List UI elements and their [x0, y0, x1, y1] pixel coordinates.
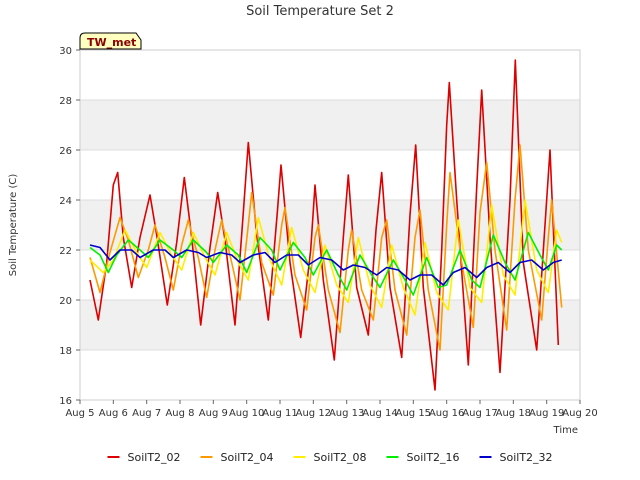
grid-band	[80, 50, 580, 100]
x-tick-label: Aug 11	[262, 408, 297, 419]
series-line-SoilT2_02	[89, 59, 560, 391]
legend-label: SoilT2_08	[314, 451, 367, 464]
x-tick-label: Aug 19	[529, 408, 564, 419]
grid-band	[80, 350, 580, 400]
badge-shape	[79, 32, 142, 50]
y-tick-label: 20	[59, 296, 72, 307]
x-tick-label: Aug 18	[496, 408, 531, 419]
series-line-SoilT2_16	[89, 231, 563, 296]
y-tick-label: 18	[59, 346, 72, 357]
x-tick-label: Aug 14	[362, 408, 397, 419]
y-tick-label: 16	[59, 396, 72, 407]
legend-label: SoilT2_02	[128, 451, 181, 464]
y-tick-label: 24	[59, 196, 72, 207]
x-tick-label: Aug 12	[296, 408, 331, 419]
legend-label: SoilT2_04	[221, 451, 274, 464]
x-tick-label: Aug 20	[562, 408, 597, 419]
x-tick-label: Aug 7	[132, 408, 161, 419]
x-tick-label: Aug 15	[396, 408, 431, 419]
x-tick-label: Aug 8	[165, 408, 194, 419]
grid-band	[80, 100, 580, 150]
y-tick-label: 30	[59, 46, 72, 57]
series-line-SoilT2_04	[89, 144, 563, 351]
y-axis: 16 18 20 22 24 26 28 30	[59, 46, 80, 407]
y-tick-label: 22	[59, 246, 72, 257]
x-tick-label: Aug 13	[329, 408, 364, 419]
x-tick-label: Aug 17	[462, 408, 497, 419]
legend-label: SoilT2_32	[500, 451, 553, 464]
station-badge: TW_met	[79, 32, 142, 50]
x-tick-label: Aug 9	[199, 408, 228, 419]
y-tick-label: 26	[59, 146, 72, 157]
x-tick-label: Aug 5	[65, 408, 94, 419]
x-axis-label: Time	[553, 425, 578, 436]
legend: SoilT2_02 SoilT2_04 SoilT2_08 SoilT2_16 Soil…	[107, 451, 553, 464]
series-lines	[89, 59, 563, 391]
chart-title: Soil Temperature Set 2	[246, 4, 394, 19]
x-tick-label: Aug 10	[229, 408, 264, 419]
x-tick-label: Aug 6	[99, 408, 128, 419]
y-tick-label: 28	[59, 96, 72, 107]
legend-label: SoilT2_16	[407, 451, 460, 464]
x-tick-label: Aug 16	[429, 408, 464, 419]
plot-area-border	[79, 49, 581, 401]
y-axis-label: Soil Temperature (C)	[8, 174, 19, 277]
badge-label: TW_met	[87, 36, 136, 49]
grid-band	[80, 150, 580, 200]
series-line-SoilT2_32	[89, 244, 562, 286]
